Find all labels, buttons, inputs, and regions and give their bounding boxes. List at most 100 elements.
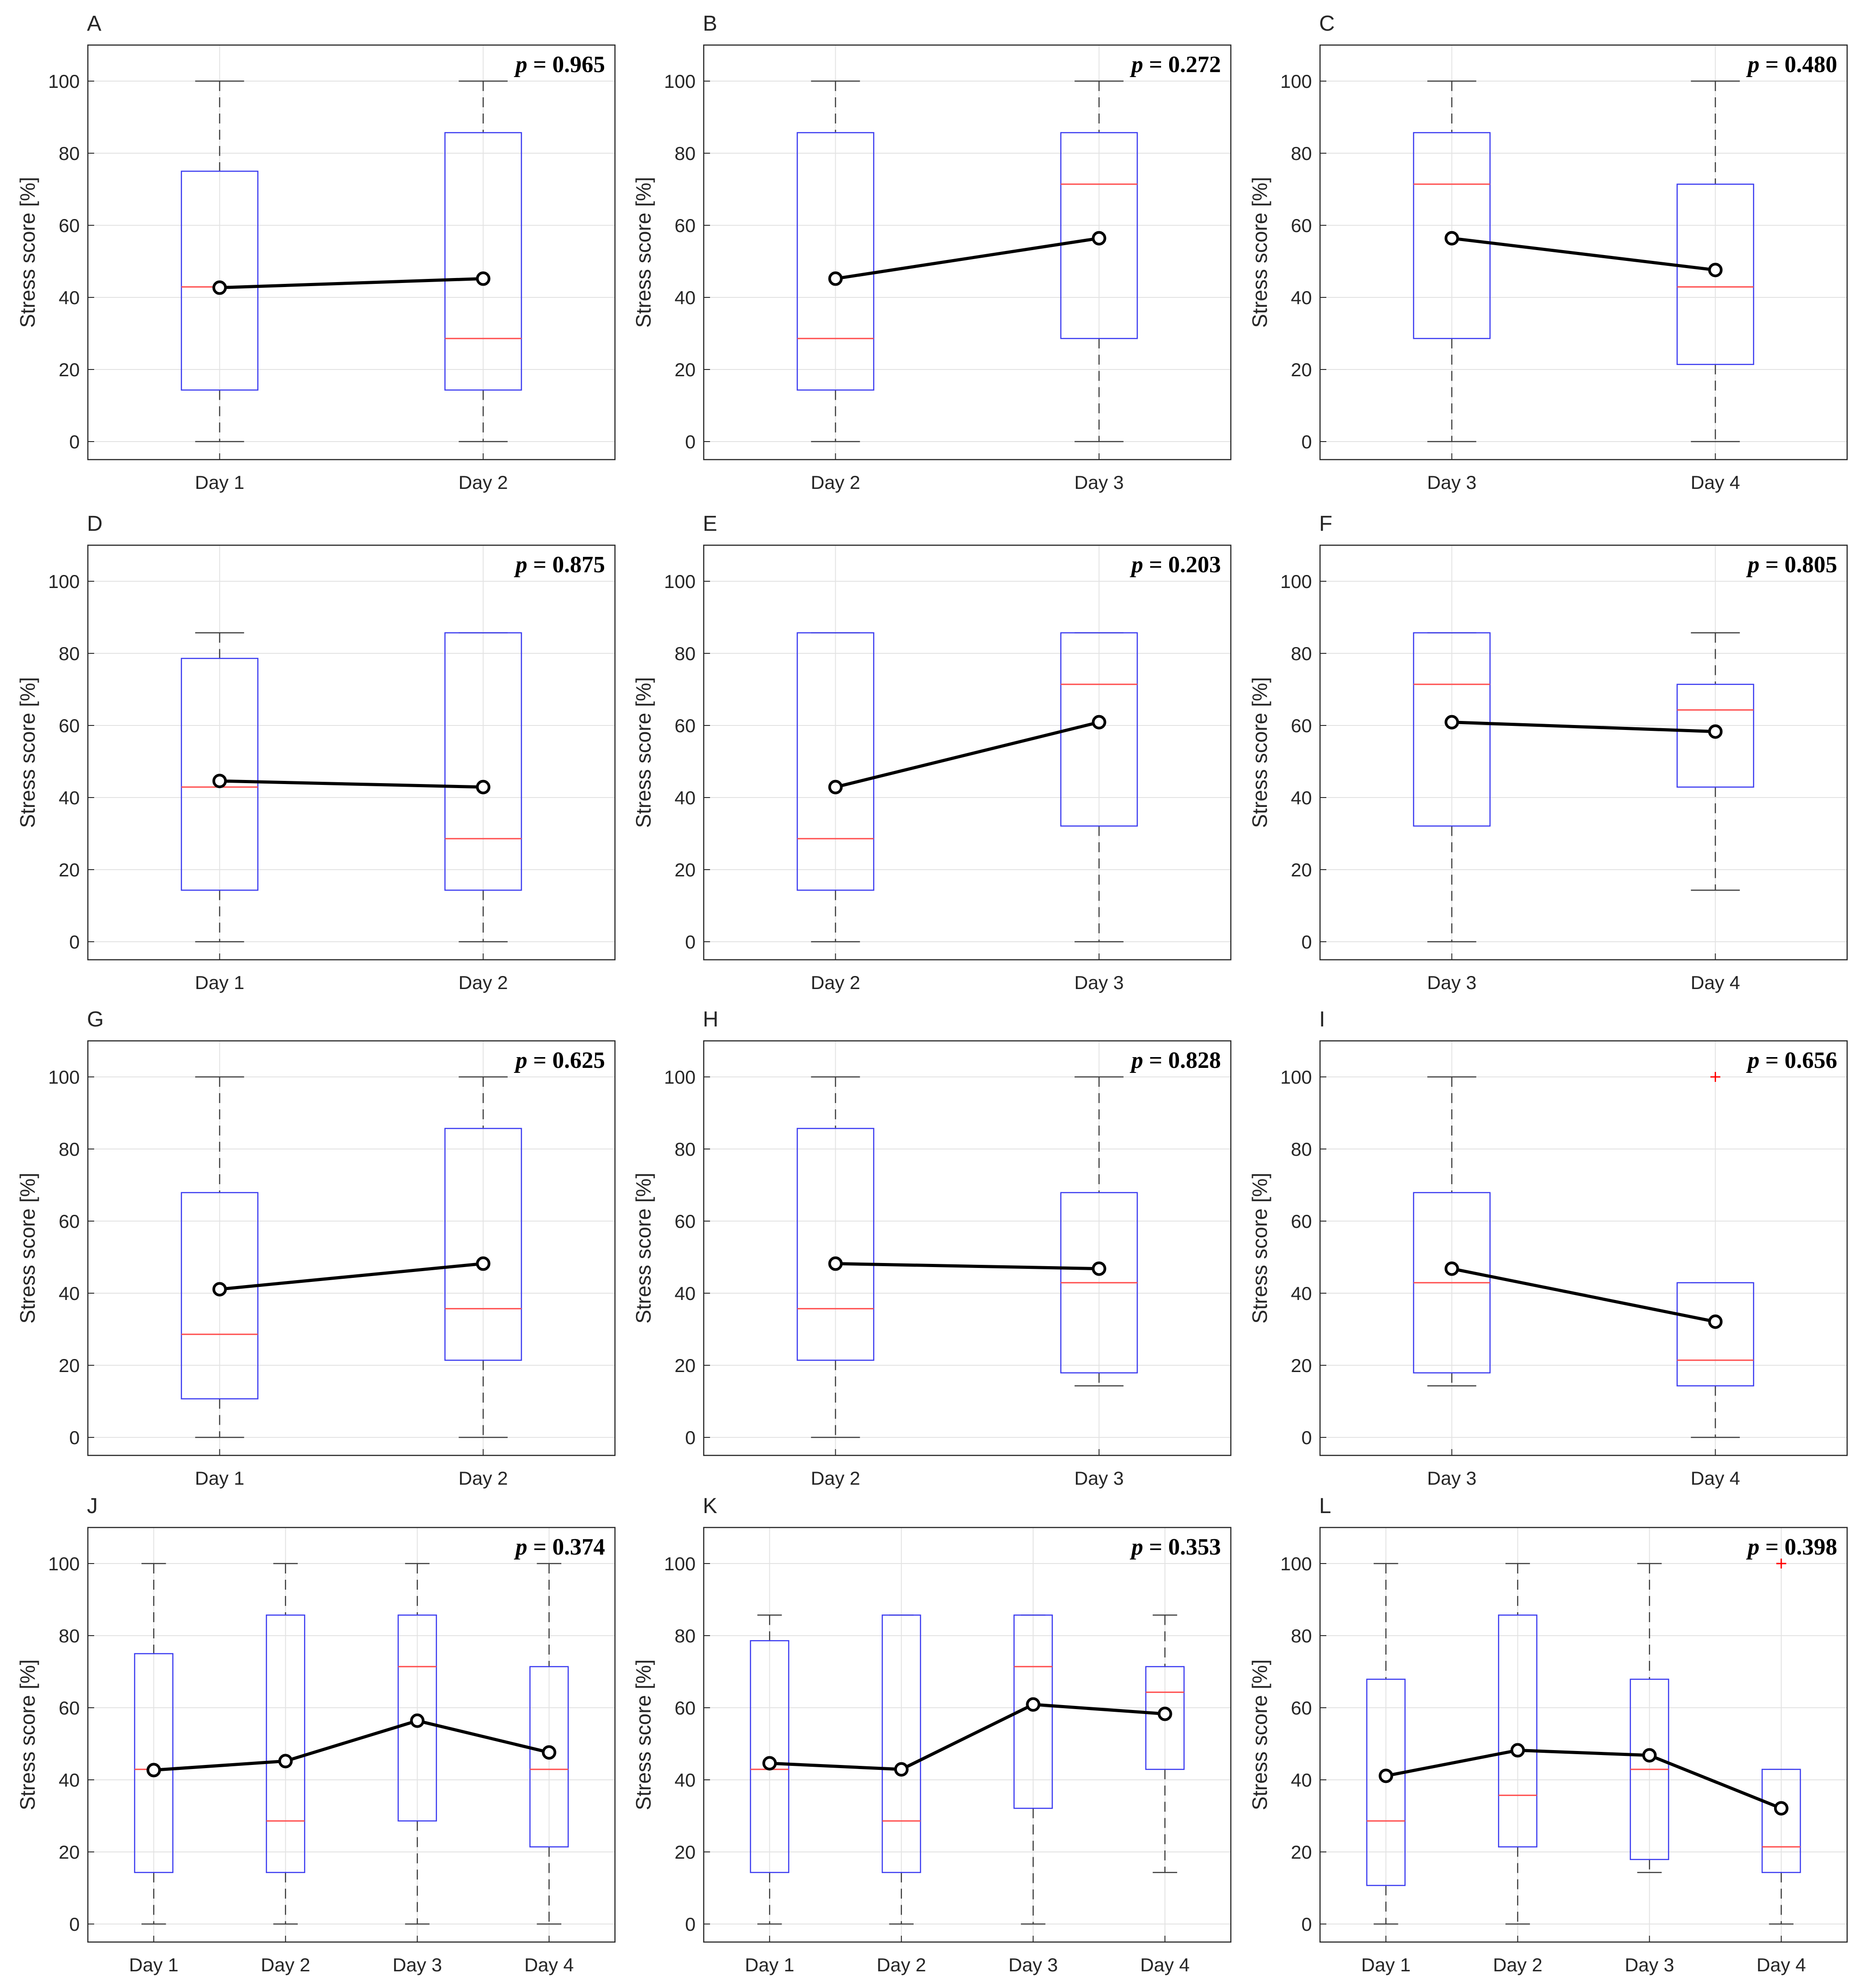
box-2: [266, 1563, 305, 1925]
box-2: [1676, 632, 1754, 891]
mean-marker: [1642, 1748, 1657, 1763]
iqr-box: [397, 1614, 437, 1822]
y-tick-label: 80: [1291, 1139, 1312, 1160]
p-value: = 0.656: [1765, 1048, 1837, 1073]
mean-marker: [1026, 1697, 1041, 1712]
plot-frame: [87, 1040, 616, 1456]
y-axis-title: Stress score [%]: [632, 1173, 655, 1324]
y-tick-label: 0: [685, 1427, 696, 1448]
x-tick-label: Day 4: [1140, 1954, 1190, 1975]
panel-letter: D: [87, 512, 103, 536]
p-symbol: p: [1129, 1048, 1143, 1073]
y-tick-label: 20: [674, 359, 696, 380]
mean-line: [835, 1262, 1099, 1271]
box-1: [181, 1076, 259, 1438]
box-1: [1413, 632, 1491, 943]
x-tick-label: Day 3: [1427, 472, 1477, 493]
box-1: [1413, 1076, 1491, 1386]
y-tick-label: 20: [674, 1355, 696, 1376]
box-1: [750, 1614, 789, 1925]
y-tick-label: 40: [59, 1283, 80, 1304]
x-tick-label: Day 3: [392, 1954, 442, 1975]
iqr-box: [1413, 132, 1491, 339]
mean-marker: [146, 1763, 161, 1778]
plot-frame: [703, 44, 1232, 461]
plot-frame: [703, 544, 1232, 961]
box-1: [797, 632, 874, 943]
mean-marker: [1092, 1261, 1106, 1276]
box-4: [1762, 1559, 1801, 1925]
panel-letter: K: [703, 1494, 717, 1518]
x-tick-label: Day 4: [524, 1954, 574, 1975]
y-tick-label: 100: [48, 1067, 80, 1088]
y-tick-label: 0: [69, 1427, 80, 1448]
p-value: = 0.875: [533, 552, 605, 578]
y-axis-title: Stress score [%]: [1248, 1660, 1271, 1810]
panel-letter: H: [703, 1008, 719, 1031]
iqr-box: [529, 1666, 569, 1848]
p-value: = 0.353: [1149, 1534, 1221, 1560]
box-4: [1145, 1614, 1185, 1873]
iqr-box: [1762, 1769, 1801, 1873]
y-tick-label: 0: [685, 431, 696, 452]
plot-frame: [703, 1040, 1232, 1456]
mean-line: [219, 779, 483, 789]
x-tick-label: Day 1: [195, 1468, 245, 1489]
iqr-box: [444, 632, 522, 891]
y-tick-label: 20: [59, 1842, 80, 1863]
box-2: [1676, 1072, 1754, 1438]
mean-marker: [762, 1756, 777, 1771]
mean-marker: [410, 1713, 425, 1728]
iqr-box: [181, 1192, 259, 1400]
y-tick-label: 40: [674, 287, 696, 308]
p-symbol: p: [1746, 552, 1759, 578]
x-tick-label: Day 3: [1008, 1954, 1058, 1975]
y-tick-label: 0: [1302, 931, 1312, 953]
mean-line: [835, 720, 1100, 789]
y-tick-label: 60: [674, 1211, 696, 1232]
y-tick-label: 0: [1302, 1427, 1312, 1448]
mean-line: [1452, 720, 1716, 734]
y-tick-label: 60: [1291, 1697, 1312, 1719]
box-2: [1060, 80, 1138, 442]
y-tick-label: 40: [674, 787, 696, 808]
mean-line: [154, 1719, 550, 1772]
iqr-box: [1498, 1614, 1538, 1848]
y-tick-label: 60: [59, 1211, 80, 1232]
mean-marker: [476, 1256, 491, 1271]
panel-b: 0 20 40 60 80 100 Day 2 Day 3 Stress score [%] Bp…: [632, 12, 1232, 493]
y-tick-label: 20: [1291, 1355, 1312, 1376]
iqr-box: [134, 1653, 173, 1873]
p-symbol: p: [514, 52, 527, 78]
x-tick-label: Day 4: [1691, 472, 1740, 493]
outlier-marker: [1710, 1072, 1721, 1082]
panel-a: 0 20 40 60 80 100 Day 1 Day 2 Stress score [%] Ap…: [16, 12, 616, 493]
mean-line: [1385, 1748, 1782, 1810]
y-tick-label: 40: [59, 787, 80, 808]
mean-marker: [828, 780, 843, 794]
panel-k: 0 20 40 60 80 100 Day 1 Day 2 Day 3 Day 4 Stress s…: [632, 1494, 1232, 1975]
mean-line: [1451, 1267, 1716, 1323]
x-tick-label: Day 4: [1757, 1954, 1806, 1975]
mean-marker: [278, 1754, 293, 1769]
y-tick-label: 80: [674, 1625, 696, 1646]
iqr-box: [1676, 183, 1754, 365]
iqr-box: [1366, 1678, 1406, 1886]
plot-frame: [1319, 544, 1848, 961]
box-2: [444, 632, 522, 943]
y-tick-label: 80: [674, 143, 696, 164]
y-tick-label: 100: [1280, 1067, 1312, 1088]
mean-marker: [1157, 1706, 1172, 1721]
panel-l: 0 20 40 60 80 100 Day 1 Day 2 Day 3 Day 4 Stress s…: [1248, 1494, 1848, 1975]
y-tick-label: 20: [674, 1842, 696, 1863]
x-tick-label: Day 1: [745, 1954, 794, 1975]
p-symbol: p: [514, 552, 527, 578]
y-tick-label: 40: [1291, 787, 1312, 808]
y-tick-label: 40: [59, 1769, 80, 1791]
mean-marker: [476, 780, 491, 794]
y-tick-label: 100: [48, 71, 80, 92]
y-tick-label: 60: [59, 1697, 80, 1719]
mean-marker: [1444, 1261, 1459, 1276]
mean-marker: [1708, 263, 1723, 278]
